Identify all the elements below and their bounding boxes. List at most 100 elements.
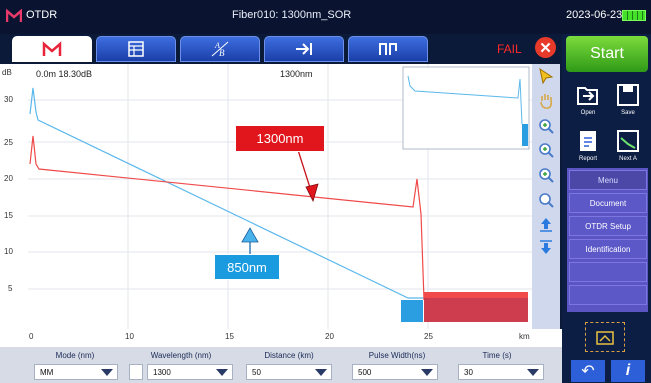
shift-down-tool[interactable] (535, 238, 557, 258)
app-title: OTDR (26, 9, 58, 21)
report-button[interactable]: Report (568, 128, 608, 168)
hand-tool[interactable] (535, 91, 557, 111)
hand-icon (540, 94, 552, 109)
time-select[interactable]: 30 (458, 364, 544, 380)
tab-event[interactable] (264, 36, 344, 62)
trace-plot[interactable]: 0.0m 18.30dB 1300nm (28, 64, 532, 329)
y-tick-25: 25 (4, 138, 13, 147)
otdr-logo-icon (6, 9, 22, 22)
info-button[interactable]: i (611, 360, 645, 382)
cursor-arrow-icon (539, 67, 554, 85)
save-button[interactable]: Save (608, 82, 648, 122)
start-button[interactable]: Start (566, 36, 648, 72)
mode-value: MM (40, 367, 54, 377)
wavelength-select[interactable]: 1300 (147, 364, 233, 380)
pointer-tool[interactable] (535, 66, 557, 86)
arrow-850-head (241, 227, 259, 243)
chevron-down-icon (216, 369, 228, 376)
trace-icon (42, 41, 62, 56)
zoom-in-icon (539, 168, 554, 183)
menu-item-empty-1[interactable] (569, 262, 647, 282)
pulse-width-label: Pulse Width(ns) (368, 351, 426, 360)
report-label: Report (578, 156, 597, 162)
time-label: Time (s) (482, 351, 512, 360)
y-tick-30: 30 (4, 95, 13, 104)
tab-splice[interactable] (348, 36, 428, 62)
next-chart-icon (617, 130, 639, 152)
x-tick-10: 10 (125, 332, 134, 341)
cursor-info: 0.0m 18.30dB (36, 69, 93, 79)
pulse-width-select[interactable]: 500 (352, 364, 438, 380)
tab-table[interactable] (96, 36, 176, 62)
overview-box (402, 66, 530, 150)
y-axis-unit: dB (2, 68, 12, 77)
overview-noise (522, 124, 528, 146)
menu-item-document[interactable]: Document (569, 193, 647, 213)
callout-850nm: 850nm (214, 254, 280, 280)
zoom-in-y-tool[interactable] (535, 140, 557, 160)
wavelength-value: 1300 (153, 367, 171, 377)
open-button[interactable]: Open (568, 82, 608, 122)
x-tick-15: 15 (225, 332, 234, 341)
menu-item-identification[interactable]: Identification (569, 239, 647, 259)
wavelength-param-label: Wavelength (nm) (150, 351, 212, 360)
arrow-1300-head (305, 183, 319, 203)
menu-item-otdr-setup[interactable]: OTDR Setup (569, 216, 647, 236)
map-button[interactable] (585, 322, 625, 352)
menu-title: Menu (569, 170, 647, 190)
chevron-down-icon (315, 369, 327, 376)
open-label: Open (580, 110, 596, 116)
zoom-in-icon (539, 143, 554, 158)
folder-open-icon (577, 87, 598, 105)
result-status: FAIL (497, 42, 522, 56)
chevron-down-icon (527, 369, 539, 376)
distance-select[interactable]: 50 (246, 364, 332, 380)
zoom-in-xy-tool[interactable] (535, 165, 557, 185)
trace-1300nm (29, 135, 425, 301)
x-tick-20: 20 (325, 332, 334, 341)
pulse-width-value: 500 (358, 367, 372, 377)
next-a-button[interactable]: Next A (608, 128, 648, 168)
back-button[interactable]: ↶ (571, 360, 605, 382)
close-button[interactable]: ✕ (535, 37, 556, 58)
battery-icon (622, 10, 646, 21)
zoom-out-tool[interactable] (535, 190, 557, 210)
save-icon (617, 84, 639, 106)
noise-850nm (401, 300, 423, 322)
x-tick-0: 0 (29, 332, 34, 341)
splice-icon (379, 43, 397, 55)
chevron-down-icon (421, 369, 433, 376)
wavelength-checkbox[interactable] (129, 364, 143, 380)
mode-select[interactable]: MM (34, 364, 118, 380)
distance-value: 50 (252, 367, 261, 377)
x-tick-25: 25 (424, 332, 433, 341)
svg-text:B: B (219, 48, 225, 58)
zoom-in-x-tool[interactable] (535, 116, 557, 136)
map-pin-icon (596, 331, 614, 345)
date-label: 2023-06-23 (566, 9, 623, 21)
close-icon: ✕ (539, 39, 552, 57)
menu-item-empty-2[interactable] (569, 285, 647, 305)
callout-1300nm: 1300nm (235, 125, 325, 152)
mode-label: Mode (nm) (55, 351, 95, 360)
table-icon (128, 41, 144, 57)
y-axis: dB 30 25 20 15 10 5 (0, 64, 28, 329)
shift-up-tool[interactable] (535, 214, 557, 234)
wavelength-label: 1300nm (280, 69, 313, 79)
y-tick-5: 5 (8, 284, 13, 293)
save-label: Save (621, 110, 635, 116)
y-tick-15: 15 (4, 211, 13, 220)
tab-trace[interactable] (12, 36, 92, 62)
x-axis-unit: km (519, 332, 530, 341)
noise-1300nm-top (424, 292, 528, 298)
time-value: 30 (464, 367, 473, 377)
x-axis: 0 10 15 20 25 km (0, 329, 562, 347)
arrow-right-bar-icon (296, 43, 312, 55)
ab-icon: AB (211, 41, 229, 58)
info-icon: i (625, 362, 631, 379)
y-tick-20: 20 (4, 174, 13, 183)
file-name: Fiber010: 1300nm_SOR (232, 9, 352, 21)
arrow-up-icon (540, 218, 552, 232)
title-bar: OTDR Fiber010: 1300nm_SOR 2023-06-23 (0, 0, 651, 34)
